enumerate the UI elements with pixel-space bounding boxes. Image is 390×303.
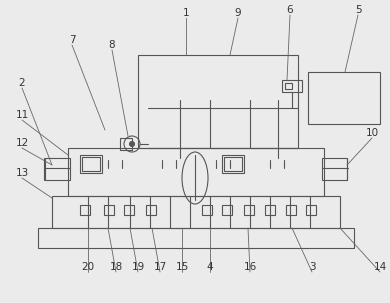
Bar (308, 72, 380, 124)
Bar (38, 228, 354, 248)
Text: 8: 8 (109, 40, 115, 50)
Bar (45, 158, 70, 180)
Bar (138, 55, 298, 148)
Text: 19: 19 (131, 262, 145, 272)
Bar (52, 196, 340, 228)
Text: 18: 18 (109, 262, 122, 272)
Bar (80, 205, 90, 215)
Text: 10: 10 (365, 128, 379, 138)
Bar (82, 157, 100, 171)
Text: 4: 4 (207, 262, 213, 272)
Bar (322, 158, 347, 180)
Bar (285, 83, 292, 89)
Text: 14: 14 (373, 262, 386, 272)
Text: 6: 6 (287, 5, 293, 15)
Text: 20: 20 (82, 262, 94, 272)
Bar (124, 205, 134, 215)
Text: 15: 15 (176, 262, 189, 272)
Bar (222, 205, 232, 215)
Text: 2: 2 (19, 78, 25, 88)
Bar (306, 205, 316, 215)
Bar (222, 155, 244, 173)
Bar (202, 205, 212, 215)
Bar (104, 205, 114, 215)
Text: 12: 12 (15, 138, 28, 148)
Bar (120, 138, 132, 150)
Bar (224, 157, 242, 171)
Circle shape (129, 142, 135, 146)
Text: 1: 1 (183, 8, 189, 18)
Bar (68, 148, 324, 196)
Bar (244, 205, 254, 215)
Bar (286, 205, 296, 215)
Text: 17: 17 (153, 262, 167, 272)
Bar (282, 80, 302, 92)
Bar (265, 205, 275, 215)
Text: 9: 9 (235, 8, 241, 18)
Text: 16: 16 (243, 262, 257, 272)
Bar (146, 205, 156, 215)
Bar (80, 155, 102, 173)
Text: 7: 7 (69, 35, 75, 45)
Text: 11: 11 (15, 110, 28, 120)
Text: 13: 13 (15, 168, 28, 178)
Text: 3: 3 (309, 262, 315, 272)
Text: 5: 5 (355, 5, 361, 15)
